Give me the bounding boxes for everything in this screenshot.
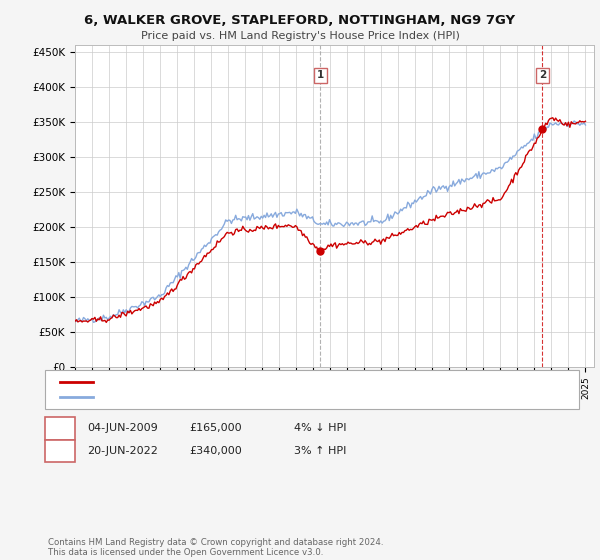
Text: Contains HM Land Registry data © Crown copyright and database right 2024.
This d: Contains HM Land Registry data © Crown c… [48, 538, 383, 557]
Text: 04-JUN-2009: 04-JUN-2009 [87, 423, 158, 433]
Text: £340,000: £340,000 [189, 446, 242, 456]
Text: 3% ↑ HPI: 3% ↑ HPI [294, 446, 346, 456]
Text: 6, WALKER GROVE, STAPLEFORD, NOTTINGHAM, NG9 7GY (detached house): 6, WALKER GROVE, STAPLEFORD, NOTTINGHAM,… [99, 377, 478, 387]
Text: 2: 2 [56, 444, 64, 458]
Text: 4% ↓ HPI: 4% ↓ HPI [294, 423, 347, 433]
Text: 6, WALKER GROVE, STAPLEFORD, NOTTINGHAM, NG9 7GY: 6, WALKER GROVE, STAPLEFORD, NOTTINGHAM,… [85, 14, 515, 27]
Text: 20-JUN-2022: 20-JUN-2022 [87, 446, 158, 456]
Text: HPI: Average price, detached house, Broxtowe: HPI: Average price, detached house, Brox… [99, 391, 330, 402]
Text: 1: 1 [317, 71, 324, 81]
Text: £165,000: £165,000 [189, 423, 242, 433]
Text: 2: 2 [539, 71, 546, 81]
Text: Price paid vs. HM Land Registry's House Price Index (HPI): Price paid vs. HM Land Registry's House … [140, 31, 460, 41]
Text: 1: 1 [56, 422, 64, 435]
